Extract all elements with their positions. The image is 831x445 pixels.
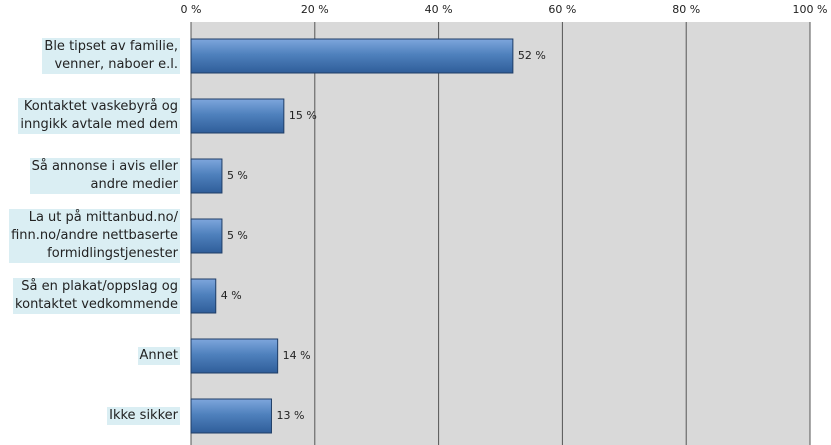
value-label: 5 % [227, 229, 248, 242]
y-tick-label: Ikke sikker [107, 407, 180, 425]
y-tick-label: Så en plakat/oppslag og kontaktet vedkom… [13, 278, 180, 314]
bar [190, 398, 272, 434]
x-tick-label: 80 % [672, 3, 700, 16]
value-label: 52 % [518, 49, 546, 62]
bar [190, 218, 223, 254]
plot-area [191, 22, 810, 445]
value-label: 4 % [221, 289, 242, 302]
x-tick-label: 60 % [548, 3, 576, 16]
x-tick-label: 0 % [181, 3, 202, 16]
bar [190, 98, 285, 134]
bar [190, 278, 217, 314]
y-tick-label: La ut på mittanbud.no/ finn.no/andre net… [9, 209, 180, 263]
y-tick-label: Kontaktet vaskebyrå og inngikk avtale me… [18, 98, 180, 134]
bar [190, 38, 514, 74]
x-tick-label: 40 % [425, 3, 453, 16]
value-label: 13 % [276, 409, 304, 422]
value-label: 5 % [227, 169, 248, 182]
y-tick-label: Annet [137, 347, 180, 365]
value-label: 14 % [283, 349, 311, 362]
x-tick-label: 100 % [793, 3, 828, 16]
bar [190, 158, 223, 194]
y-tick-label: Så annonse i avis eller andre medier [29, 158, 180, 194]
x-tick-label: 20 % [301, 3, 329, 16]
bar [190, 338, 279, 374]
value-label: 15 % [289, 109, 317, 122]
y-tick-label: Ble tipset av familie, venner, naboer e.… [42, 38, 180, 74]
